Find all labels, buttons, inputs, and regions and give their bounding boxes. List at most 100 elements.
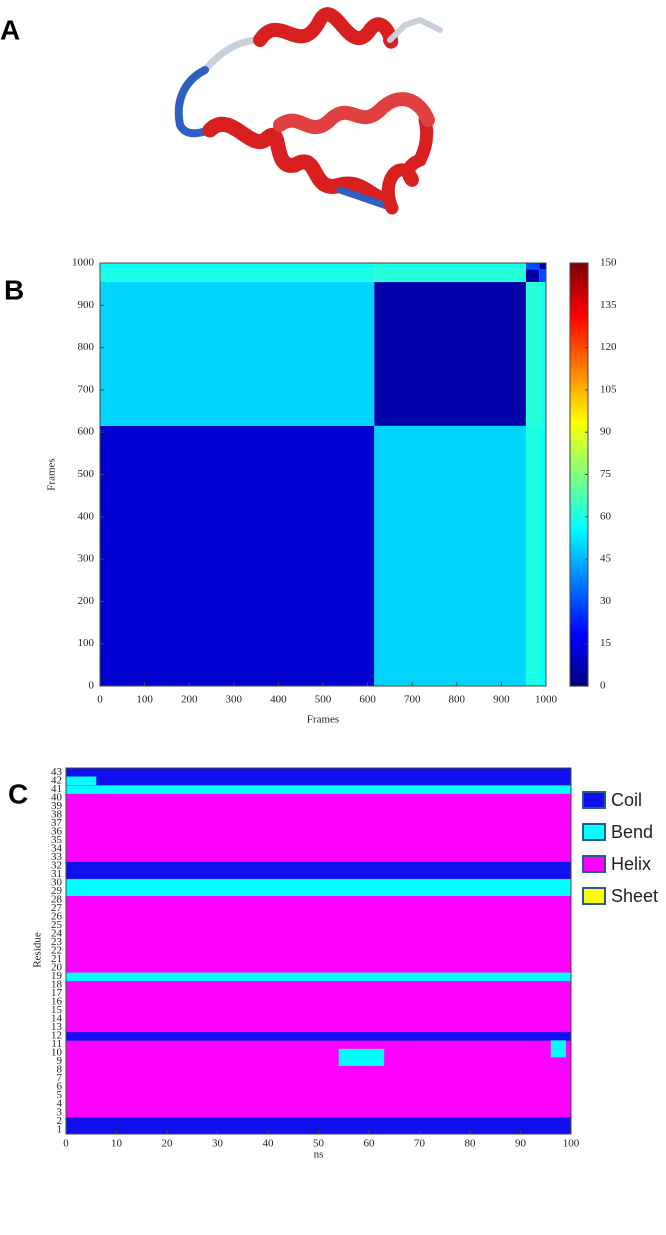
colorbar-step bbox=[570, 552, 588, 557]
colorbar-step bbox=[570, 555, 588, 560]
y-tick-label: 800 bbox=[78, 341, 95, 353]
colorbar-step bbox=[570, 590, 588, 595]
x-tick-label: 800 bbox=[449, 694, 466, 706]
state-segment bbox=[550, 1048, 566, 1058]
state-row bbox=[66, 1006, 571, 1016]
state-segment bbox=[338, 1048, 385, 1058]
colorbar-step bbox=[570, 495, 588, 500]
colorbar-step bbox=[570, 576, 588, 581]
colorbar-step bbox=[570, 654, 588, 659]
y-tick-label: 36 bbox=[51, 825, 63, 837]
y-tick-label: 37 bbox=[51, 817, 63, 829]
x-tick-label: 20 bbox=[162, 1138, 174, 1150]
colorbar-step bbox=[570, 400, 588, 405]
colorbar-step bbox=[570, 573, 588, 578]
heat-cell bbox=[100, 263, 375, 270]
x-tick-label: 80 bbox=[465, 1138, 477, 1150]
colorbar-step bbox=[570, 298, 588, 303]
colorbar-step bbox=[570, 541, 588, 546]
colorbar-label: 120 bbox=[600, 341, 617, 353]
y-tick-label: 40 bbox=[51, 791, 63, 803]
colorbar-step bbox=[570, 273, 588, 278]
colorbar-step bbox=[570, 583, 588, 588]
x-tick-label: 500 bbox=[315, 694, 332, 706]
y-tick-label: 26 bbox=[51, 910, 63, 922]
heat-cell bbox=[100, 425, 375, 686]
heat-cell bbox=[525, 282, 540, 426]
colorbar-step bbox=[570, 344, 588, 349]
heat-cell bbox=[100, 269, 375, 283]
colorbar-label: 90 bbox=[600, 426, 612, 438]
colorbar-step bbox=[570, 428, 588, 433]
y-tick-label: 16 bbox=[51, 996, 63, 1008]
colorbar-step bbox=[570, 485, 588, 490]
state-row bbox=[66, 946, 571, 956]
state-row bbox=[66, 802, 571, 811]
colorbar-step bbox=[570, 643, 588, 648]
colorbar-step bbox=[570, 488, 588, 493]
y-tick-label: 33 bbox=[51, 851, 63, 863]
colorbar-step bbox=[570, 520, 588, 525]
panel-label: A bbox=[0, 14, 20, 45]
state-row bbox=[66, 895, 571, 905]
y-tick-label: 35 bbox=[51, 834, 63, 846]
y-tick-label: 42 bbox=[51, 774, 62, 786]
colorbar-step bbox=[570, 361, 588, 366]
colorbar-step bbox=[570, 404, 588, 409]
y-tick-label: 32 bbox=[51, 859, 62, 871]
state-row bbox=[66, 904, 571, 913]
x-axis-label: ns bbox=[314, 1149, 324, 1161]
state-row bbox=[66, 1023, 571, 1033]
state-row bbox=[66, 827, 571, 837]
state-row bbox=[66, 1031, 571, 1041]
colorbar-step bbox=[570, 351, 588, 356]
y-tick-label: 21 bbox=[51, 953, 62, 965]
colorbar-step bbox=[570, 587, 588, 592]
y-tick-label: 500 bbox=[78, 468, 95, 480]
colorbar-label: 30 bbox=[600, 595, 612, 607]
heat-cell bbox=[525, 263, 540, 270]
colorbar-label: 15 bbox=[600, 637, 612, 649]
heat-cell bbox=[539, 263, 546, 270]
colorbar-step bbox=[570, 358, 588, 363]
colorbar-step bbox=[570, 499, 588, 504]
colorbar-step bbox=[570, 566, 588, 571]
y-tick-label: 300 bbox=[78, 553, 95, 565]
colorbar-step bbox=[570, 601, 588, 606]
colorbar-step bbox=[570, 530, 588, 536]
x-axis-label: Frames bbox=[307, 714, 339, 726]
colorbar-label: 45 bbox=[600, 553, 612, 565]
y-tick-label: 22 bbox=[51, 945, 62, 957]
y-tick-label: 3 bbox=[57, 1106, 63, 1118]
x-tick-label: 60 bbox=[364, 1138, 376, 1150]
state-row bbox=[66, 1082, 571, 1092]
colorbar-step bbox=[570, 478, 588, 483]
state-row bbox=[66, 955, 571, 965]
colorbar-step bbox=[570, 329, 588, 335]
heat-cell bbox=[100, 282, 375, 426]
x-tick-label: 1000 bbox=[535, 694, 558, 706]
colorbar-step bbox=[570, 569, 588, 574]
state-row bbox=[66, 887, 571, 896]
heat-cell bbox=[525, 425, 540, 686]
colorbar-step bbox=[570, 456, 588, 461]
y-tick-label: 31 bbox=[51, 868, 62, 880]
state-row bbox=[66, 1014, 571, 1024]
colorbar-step bbox=[570, 604, 588, 610]
y-tick-label: 100 bbox=[78, 637, 95, 649]
legend-swatch bbox=[582, 887, 606, 905]
x-tick-label: 40 bbox=[263, 1138, 275, 1150]
state-segment bbox=[338, 1057, 385, 1066]
colorbar-step bbox=[570, 668, 588, 673]
colorbar-label: 60 bbox=[600, 510, 612, 522]
colorbar-step bbox=[570, 675, 588, 680]
state-row bbox=[66, 810, 571, 820]
colorbar-step bbox=[570, 597, 588, 602]
colorbar-step bbox=[570, 463, 588, 469]
colorbar-step bbox=[570, 506, 588, 511]
colorbar-step bbox=[570, 633, 588, 638]
colorbar-step bbox=[570, 284, 588, 289]
x-tick-label: 100 bbox=[563, 1138, 580, 1150]
y-tick-label: 400 bbox=[78, 510, 95, 522]
